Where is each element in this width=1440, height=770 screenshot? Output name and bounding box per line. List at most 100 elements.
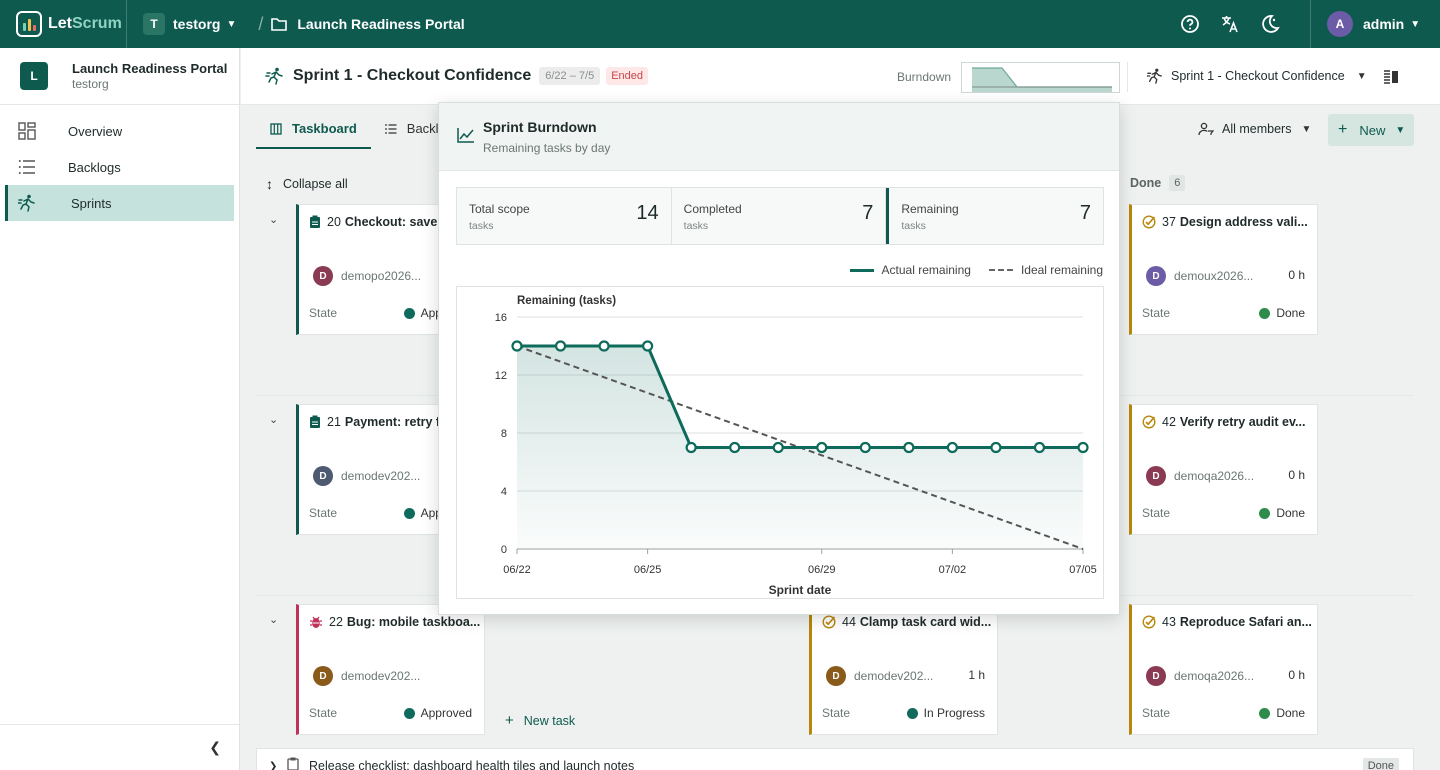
x-tick-label: 07/02 [939,564,967,576]
actual-data-point [685,441,697,454]
avatar: D [1146,266,1166,286]
clipboard-icon [310,215,320,228]
breadcrumb-project[interactable]: Launch Readiness Portal [271,16,465,32]
collapse-all-button[interactable]: ↕ Collapse all [266,176,348,192]
status-dot [906,707,918,719]
y-tick-label: 12 [495,370,507,382]
state-text: In Progress [923,706,985,720]
assignee: demoux2026... [1174,269,1254,283]
legend-swatch [988,269,1013,271]
actual-data-point [903,441,915,454]
new-task-button[interactable]: + New task [505,712,575,729]
backlog-row[interactable]: ❯ Release checklist: dashboard health ti… [256,748,1414,770]
page-title: Sprint 1 - Checkout Confidence 6/22 – 7/… [265,67,648,85]
runner-icon [1147,68,1162,84]
actual-data-point [554,340,567,352]
sidebar-item-label: Overview [68,123,123,139]
legend-item-ideal: Ideal remaining [988,263,1103,277]
state-value[interactable]: In Progress [906,706,985,720]
stat-unit: tasks [683,220,709,232]
burndown-popover: Sprint Burndown Remaining tasks by day T… [438,102,1120,615]
x-tick-label: 06/25 [634,564,662,576]
task-title: Checkout: save [344,215,438,229]
hours-remaining: 0 h [1288,468,1305,482]
tab-taskboard[interactable]: Taskboard [256,106,371,151]
user-menu[interactable]: A admin ▼ [1310,0,1440,48]
state-value[interactable]: Done [1259,706,1305,720]
stat-remaining: Remaining tasks 7 [886,188,1104,244]
new-item-label: New [1359,122,1386,138]
org-switcher[interactable]: T testorg ▼ [127,0,250,48]
count-badge: 6 [1169,175,1186,191]
breadcrumb-separator: / [258,13,264,34]
stat-label: Total scope [469,202,530,216]
task-title: Clamp task card wid... [859,615,992,629]
plus-icon: + [1338,121,1348,138]
chevron-left-icon[interactable]: ❮ [209,739,221,755]
actual-data-point [1077,441,1089,454]
actual-data-point [990,441,1002,454]
state-value[interactable]: Done [1259,506,1305,520]
breadcrumb-project-label: Launch Readiness Portal [297,16,465,32]
status-badge: Ended [606,67,648,85]
row-toggle-chevron-icon[interactable]: ⌄ [269,614,279,626]
x-tick-label: 06/22 [503,564,531,576]
burndown-stats: Total scope tasks 14 Completed tasks 7 R… [456,187,1104,245]
sprint-selector[interactable]: Sprint 1 - Checkout Confidence ▼ [1147,68,1367,84]
status-badge: Done [1362,758,1399,770]
avatar: D [313,666,333,686]
stat-value: 7 [862,202,874,224]
actual-remaining-line [517,344,1083,449]
sidebar-item-label: Backlogs [68,159,121,175]
theme-toggle-icon[interactable] [1260,14,1280,34]
actual-data-point [598,340,610,352]
app-logo[interactable]: LetScrum [16,11,126,37]
task-number: 42 [1162,415,1176,429]
task-number: 20 [327,215,341,229]
legend-label: Actual remaining [881,263,971,277]
backlog-row-title: Release checklist: dashboard health tile… [309,759,635,770]
actual-data-point [1033,441,1046,454]
clipboard-icon [310,415,320,428]
row-toggle-chevron-icon[interactable]: ⌄ [269,214,279,226]
grid-icon [18,122,36,140]
new-item-button[interactable]: + New ▼ [1328,114,1414,146]
panel-toggle-icon[interactable] [1383,70,1399,87]
help-icon[interactable] [1180,14,1200,34]
sidebar-collapse[interactable]: ❮ [0,724,239,770]
state-value[interactable]: Done [1259,306,1305,320]
status-dot [403,707,415,719]
collapse-icon: ↕ [266,176,273,192]
task-number: 21 [327,415,341,429]
state-label: State [1142,306,1171,320]
burndown-mini-chart[interactable] [961,62,1120,93]
y-tick-label: 16 [495,312,507,324]
members-filter[interactable]: All members ▼ [1198,122,1311,136]
row-toggle-chevron-icon[interactable]: ⌄ [269,414,279,426]
legend-swatch [849,268,874,272]
stat-label: Remaining [901,202,959,216]
tab-label: Taskboard [292,121,357,136]
divider [1127,62,1128,92]
chevron-right-icon[interactable]: ❯ [269,761,278,770]
y-axis-title: Remaining (tasks) [517,295,616,307]
task-check-icon [1142,615,1156,629]
sidebar-item-sprints[interactable]: Sprints [5,185,234,221]
members-filter-label: All members [1222,122,1292,136]
translate-icon[interactable] [1220,14,1240,34]
state-label: State [309,306,338,320]
sidebar-item-backlogs[interactable]: Backlogs [0,149,239,185]
sidebar-project-card[interactable]: L Launch Readiness Portal testorg [0,48,239,105]
stat-label: Completed [683,202,742,216]
sidebar-item-overview[interactable]: Overview [0,113,239,149]
task-check-icon [822,615,836,629]
chevron-down-icon: ▼ [226,18,237,30]
state-value[interactable]: Approved [403,706,472,720]
project-org: testorg [72,77,109,91]
chevron-down-icon: ▼ [1301,123,1312,135]
